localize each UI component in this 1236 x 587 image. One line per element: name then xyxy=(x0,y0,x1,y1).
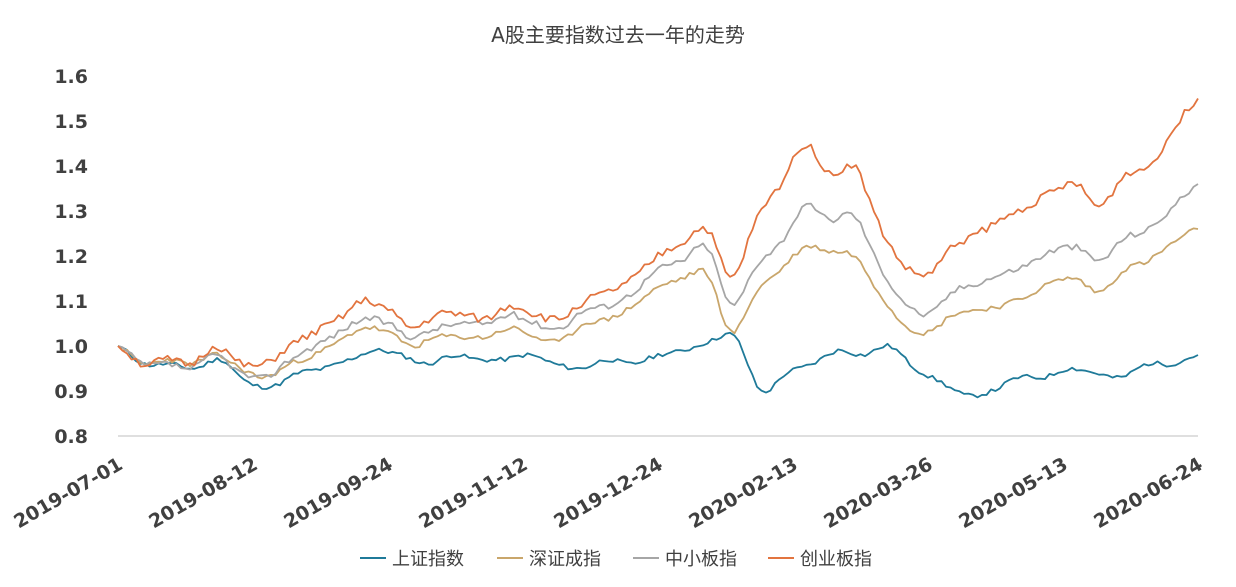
y-tick-label: 1.1 xyxy=(54,291,88,313)
x-tick-label: 2020-05-13 xyxy=(955,453,1071,533)
y-axis: 0.8 0.9 1.0 1.1 1.2 1.3 1.4 1.5 1.6 xyxy=(54,66,88,448)
x-tick-label: 2020-02-13 xyxy=(685,453,801,533)
legend-label: 上证指数 xyxy=(392,549,464,570)
legend: 上证指数 深证成指 中小板指 创业板指 xyxy=(360,549,872,570)
x-tick-label: 2019-12-24 xyxy=(550,453,666,533)
series-line-4 xyxy=(117,98,1199,368)
legend-label: 深证成指 xyxy=(529,549,601,570)
x-tick-label: 2020-06-24 xyxy=(1090,453,1206,533)
y-tick-label: 0.9 xyxy=(54,381,88,403)
series-line-1 xyxy=(117,331,1199,399)
x-tick-label: 2020-03-26 xyxy=(820,453,936,533)
x-tick-label: 2019-09-24 xyxy=(280,453,396,533)
y-tick-label: 1.4 xyxy=(54,156,88,178)
x-tick-label: 2019-07-01 xyxy=(10,453,126,533)
series-line-2 xyxy=(117,227,1199,380)
y-tick-label: 1.5 xyxy=(54,111,88,133)
x-tick-label: 2019-11-12 xyxy=(415,453,531,533)
x-axis: 2019-07-01 2019-08-12 2019-09-24 2019-11-12… xyxy=(10,435,1207,533)
y-tick-label: 0.8 xyxy=(54,426,88,448)
series-lines xyxy=(117,98,1199,399)
y-tick-label: 1.0 xyxy=(54,336,88,358)
y-tick-label: 1.6 xyxy=(54,66,88,88)
y-tick-label: 1.3 xyxy=(54,201,88,223)
legend-label: 创业板指 xyxy=(800,549,872,570)
chart-title: A股主要指数过去一年的走势 xyxy=(491,23,745,47)
legend-label: 中小板指 xyxy=(665,549,737,570)
x-tick-label: 2019-08-12 xyxy=(145,453,261,533)
series-line-3 xyxy=(117,183,1199,379)
y-tick-label: 1.2 xyxy=(54,246,88,268)
